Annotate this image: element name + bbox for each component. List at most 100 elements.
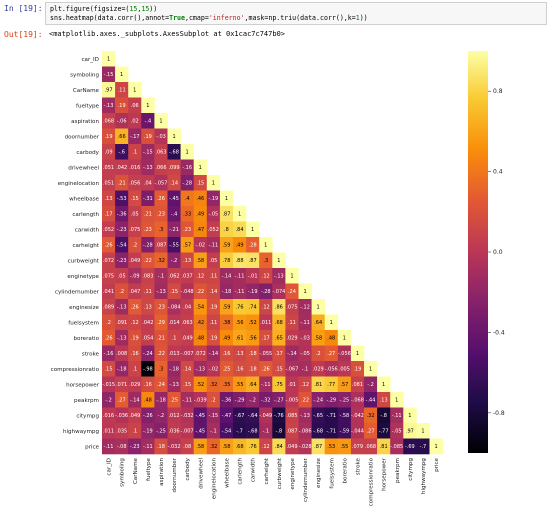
heatmap-cell: [246, 376, 260, 393]
cell-annotation: .068: [103, 119, 114, 125]
heatmap-cell: [128, 237, 142, 253]
cell-annotation: .81: [314, 382, 322, 388]
cell-annotation: -.06: [117, 119, 127, 125]
cell-annotation: .12: [262, 274, 270, 280]
cell-annotation: -.11: [235, 289, 245, 295]
cell-annotation: -.53: [117, 196, 127, 202]
heatmap-cell: [272, 314, 286, 331]
heatmap-cell: [311, 361, 325, 377]
heatmap-cell: [272, 299, 286, 315]
cell-annotation: -.14: [222, 274, 232, 280]
heatmap-cell: [115, 175, 129, 191]
heatmap-cell: [128, 128, 142, 145]
heatmap-cell: [167, 330, 181, 346]
cell-annotation: .049: [129, 413, 140, 419]
cell-annotation: -.056: [325, 367, 338, 373]
cell-annotation: .11: [118, 88, 126, 94]
cell-annotation: -.048: [181, 289, 194, 295]
heatmap-cell: [193, 283, 208, 300]
x-tick-label: enginetype: [290, 457, 296, 489]
heatmap-cell: [102, 376, 116, 393]
heatmap-cell: [115, 159, 129, 176]
cell-annotation: -.19: [208, 196, 218, 202]
heatmap-cell: [337, 330, 352, 346]
heatmap-cell: [233, 268, 247, 284]
heatmap-cell: [285, 407, 299, 424]
code-input-cell[interactable]: plt.figure(figsize=(15,15)) sns.heatmap(d…: [45, 2, 547, 25]
heatmap-cell: [180, 407, 194, 424]
cell-annotation: .008: [116, 351, 127, 357]
heatmap-cell: [259, 392, 273, 408]
heatmap-cell: [154, 190, 168, 207]
heatmap-cell: [206, 175, 221, 191]
heatmap-cell: [167, 175, 181, 191]
heatmap-cell: [167, 237, 181, 253]
heatmap-cell: [102, 128, 116, 145]
heatmap-cell: [311, 299, 325, 315]
heatmap-cell: [206, 330, 221, 346]
cell-annotation: .12: [262, 305, 270, 311]
cell-annotation: -.11: [143, 444, 153, 450]
cell-annotation: -.15: [208, 413, 218, 419]
cell-annotation: .2: [132, 243, 137, 249]
heatmap-cell: [337, 376, 352, 393]
heatmap-cell: [102, 283, 116, 300]
heatmap-cell: [233, 330, 247, 346]
heatmap-cell: [233, 221, 247, 238]
heatmap-cell: [115, 206, 129, 222]
heatmap-cell: [167, 314, 181, 331]
heatmap-cell: [180, 252, 194, 269]
cell-annotation: 1: [225, 196, 228, 202]
cell-annotation: .18: [249, 367, 257, 373]
code-line-1: plt.figure(figsize=(15,15)): [50, 5, 158, 13]
heatmap-cell: [128, 190, 142, 207]
cell-annotation: 1: [382, 382, 385, 388]
cell-annotation: .2: [316, 351, 321, 357]
y-tick-label: aspiration: [71, 119, 99, 125]
cell-annotation: .05: [131, 212, 139, 218]
x-tick-label: CarName: [133, 457, 139, 484]
heatmap-cell: [193, 438, 208, 455]
cell-annotation: -.6: [118, 150, 125, 156]
heatmap-cell: [390, 423, 404, 439]
cell-annotation: .12: [301, 382, 309, 388]
cell-annotation: -.13: [143, 165, 153, 171]
y-tick-label: carlength: [72, 212, 99, 218]
heatmap-cell: [272, 361, 286, 377]
heatmap-cell: [102, 330, 116, 346]
cell-annotation: .16: [236, 367, 244, 373]
heatmap-cell: [167, 299, 181, 315]
y-tick-label: fueltype: [76, 103, 100, 109]
x-tick-label: citympg: [408, 458, 414, 481]
heatmap-cell: [154, 438, 168, 455]
cell-annotation: .58: [222, 444, 230, 450]
cell-annotation: -.18: [156, 398, 166, 404]
heatmap-cell: [115, 407, 129, 424]
cell-annotation: .062: [168, 274, 179, 280]
cell-annotation: .013: [168, 351, 179, 357]
cell-annotation: .3: [159, 227, 164, 233]
cell-annotation: 1: [212, 181, 215, 187]
cell-annotation: -.76: [274, 413, 284, 419]
heatmap-cell: [390, 392, 404, 408]
cell-annotation: -.03: [300, 336, 310, 342]
cell-annotation: .02: [131, 119, 139, 125]
cell-annotation: -.16: [104, 351, 114, 357]
cell-annotation: .05: [209, 258, 217, 264]
heatmap-cell: [285, 330, 299, 346]
heatmap-cell: [115, 221, 129, 238]
heatmap-cell: [180, 144, 194, 160]
heatmap-cell: [102, 144, 116, 160]
heatmap-cell: [102, 345, 116, 362]
cell-annotation: .84: [236, 227, 244, 233]
heatmap-cell: [167, 407, 181, 424]
heatmap-cell: [102, 407, 116, 424]
heatmap-cell: [272, 345, 286, 362]
heatmap-cell: [206, 252, 221, 269]
heatmap-cell: [364, 392, 378, 408]
heatmap-cell: [193, 206, 208, 222]
heatmap-cell: [128, 221, 142, 238]
heatmap-cell: [102, 252, 116, 269]
cell-annotation: .15: [275, 367, 283, 373]
heatmap-cell: [377, 423, 391, 439]
